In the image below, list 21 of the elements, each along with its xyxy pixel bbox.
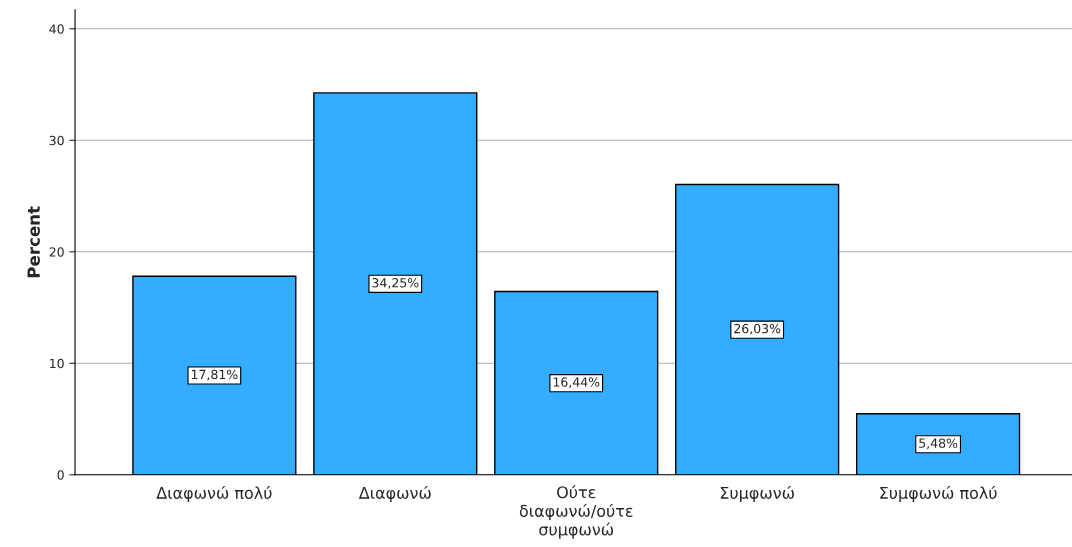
- data-label: 5,48%: [919, 438, 958, 450]
- y-tick-label: 0: [57, 470, 64, 480]
- bar: [855, 412, 1021, 475]
- data-label: 16,44%: [553, 377, 600, 389]
- bar: [675, 183, 840, 475]
- x-tick-label: Συμφωνώ: [720, 485, 794, 502]
- bar: [494, 290, 659, 475]
- x-tick-label: Συμφωνώ πολύ: [880, 485, 997, 502]
- y-tick-label: 10: [50, 358, 64, 369]
- x-tick-label: Διαφωνώ: [358, 485, 431, 502]
- x-tick-label: Ούτε διαφωνώ/ούτε συμφωνώ: [519, 485, 633, 539]
- data-label: 26,03%: [734, 323, 781, 335]
- x-tick-label: Διαφωνώ πολύ: [156, 485, 272, 502]
- bar: [132, 275, 297, 475]
- y-tick-label: 40: [49, 24, 64, 34]
- y-tick-label: 30: [49, 135, 64, 146]
- bar: [313, 92, 478, 475]
- y-tick-label: 20: [49, 247, 64, 257]
- data-label: 34,25%: [372, 278, 419, 289]
- data-label: 17,81%: [191, 369, 238, 381]
- y-axis-title: Percent: [27, 206, 40, 278]
